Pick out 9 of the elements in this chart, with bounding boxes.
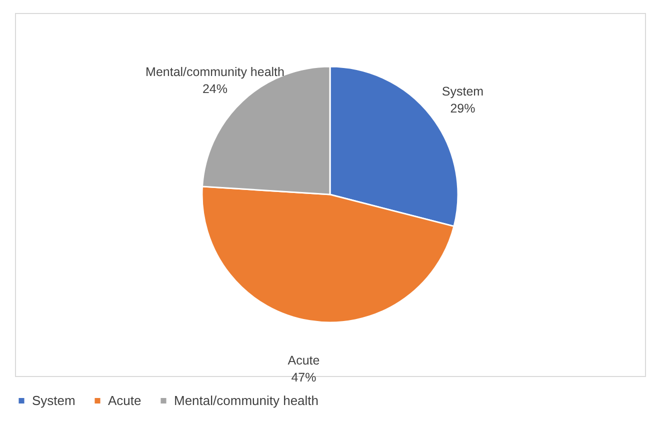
data-label: 24%	[202, 82, 228, 96]
data-label: 29%	[450, 102, 476, 116]
data-label: 47%	[291, 370, 316, 384]
slice-label: Mental/community health	[146, 65, 285, 80]
legend-label: Acute	[108, 392, 142, 408]
slice-label: System	[442, 84, 484, 99]
legend-label: System	[32, 392, 76, 408]
legend-label: Mental/community health	[174, 392, 319, 408]
slice-label: Acute	[288, 353, 320, 368]
